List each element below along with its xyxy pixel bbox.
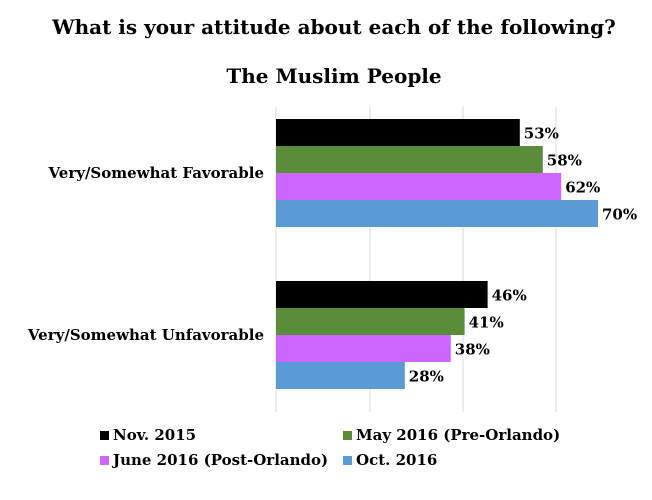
legend-swatch-3 (343, 456, 352, 465)
data-label: 58% (547, 152, 582, 170)
bar-unfavorable-3 (276, 362, 405, 389)
legend-swatch-0 (100, 431, 109, 440)
legend-label-0: Nov. 2015 (113, 426, 196, 444)
bar-favorable-0 (276, 119, 520, 146)
legend-label-2: June 2016 (Post-Orlando) (111, 451, 328, 469)
chart-subtitle: The Muslim People (226, 64, 441, 88)
legend-label-3: Oct. 2016 (356, 451, 437, 469)
chart-title: What is your attitude about each of the … (51, 15, 616, 39)
legend-label-1: May 2016 (Pre-Orlando) (356, 426, 560, 444)
bar-unfavorable-0 (276, 281, 488, 308)
data-label: 28% (409, 368, 444, 386)
data-label: 41% (469, 314, 504, 332)
data-label: 46% (492, 287, 527, 305)
category-label: Very/Somewhat Unfavorable (27, 326, 264, 344)
bar-favorable-2 (276, 173, 562, 200)
category-label: Very/Somewhat Favorable (48, 164, 264, 182)
bar-unfavorable-2 (276, 335, 451, 362)
data-label: 53% (524, 125, 559, 143)
legend-swatch-2 (100, 456, 109, 465)
data-label: 70% (602, 206, 637, 224)
data-label: 62% (565, 179, 600, 197)
legend-swatch-1 (343, 431, 352, 440)
data-label: 38% (455, 341, 490, 359)
bar-favorable-3 (276, 200, 598, 227)
bar-favorable-1 (276, 146, 543, 173)
bar-unfavorable-1 (276, 308, 465, 335)
